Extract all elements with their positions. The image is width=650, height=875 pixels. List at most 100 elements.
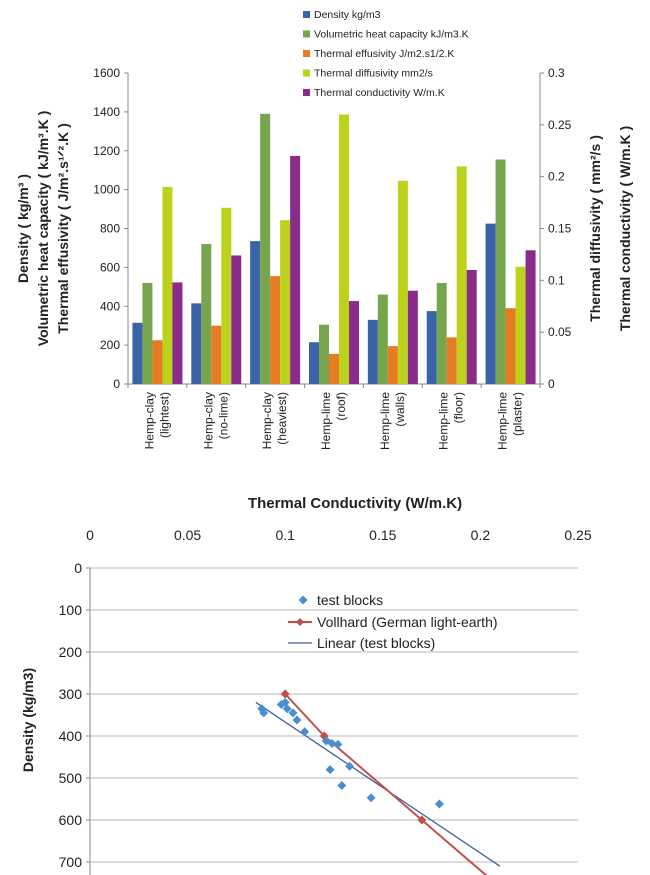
right-y-axis-title: Thermal conductivity ( W/m.K ) [617, 126, 633, 331]
y-tick-label: 300 [59, 686, 83, 702]
legend-swatch [303, 69, 310, 77]
left-y-tick-label: 400 [100, 299, 120, 313]
left-y-tick-label: 0 [113, 377, 120, 391]
right-y-tick-label: 0 [548, 377, 555, 391]
y-tick-label: 700 [59, 854, 83, 870]
left-y-axis-title: Thermal effusivity ( J/m².s¹ᐟ².K ) [55, 123, 71, 334]
vollhard-line [284, 693, 488, 875]
category-label: (lightest) [157, 392, 171, 438]
bar [407, 290, 418, 384]
bar-chart-legend: Density kg/m3 Volumetric heat capacity kJ… [303, 9, 469, 99]
legend-swatch [303, 11, 310, 18]
category-label: Hemp-lime [496, 392, 510, 450]
x-tick-label: 0.1 [275, 527, 295, 543]
vollhard-point [417, 815, 427, 825]
right-y-tick-label: 0.25 [548, 118, 572, 132]
category-label-group: Hemp-lime (roof) [319, 392, 348, 450]
legend-marker-test-blocks [298, 595, 308, 605]
category-label: Hemp-clay [142, 392, 156, 449]
bar [250, 241, 261, 384]
category-label-group: Hemp-lime (plaster) [496, 392, 525, 450]
legend-label: Thermal conductivity W/m.K [314, 87, 445, 99]
category-label-group: Hemp-lime (walls) [378, 392, 407, 450]
x-tick-label: 0.05 [174, 527, 201, 543]
legend-label: Vollhard (German light-earth) [317, 614, 498, 630]
test-block-point [259, 708, 269, 718]
category-label: (plaster) [511, 392, 525, 436]
left-y-axis-title: Density ( kg/m³ ) [15, 174, 31, 283]
category-label-group: Hemp-clay (no-lime) [201, 392, 230, 449]
test-block-point [282, 704, 292, 714]
scatter-chart: Thermal Conductivity (W/m.K) 0 0.05 0.1 0.1… [20, 495, 592, 875]
bar [132, 322, 143, 384]
test-block-point [292, 715, 302, 725]
left-y-tick-label: 1600 [93, 66, 120, 80]
legend-marker-vollhard [296, 618, 304, 626]
legend-swatch [303, 89, 310, 96]
legend-label: Linear (test blocks) [317, 635, 435, 651]
left-y-tick-label: 1400 [93, 105, 120, 119]
left-y-axis-title: Volumetric heat capacity ( kJ/m³.K ) [35, 111, 51, 346]
test-block-point [337, 781, 347, 791]
bar [466, 269, 477, 384]
bar [436, 282, 447, 384]
x-tick-label: 0.15 [369, 527, 396, 543]
bar [377, 294, 388, 384]
category-label: Hemp-lime [437, 392, 451, 450]
right-y-tick-label: 0.2 [548, 170, 565, 184]
bar [485, 223, 496, 384]
bar [231, 255, 242, 384]
test-block-point [333, 739, 343, 749]
bar [426, 311, 437, 384]
scatter-chart-title: Thermal Conductivity (W/m.K) [248, 495, 462, 512]
bar [221, 207, 232, 384]
bar [329, 353, 339, 384]
y-tick-label: 0 [74, 560, 82, 576]
bar [162, 187, 173, 384]
bar-chart-axes: 0 200 400 600 800 1000 1200 1400 1600 0 0.05 0.1 0.1… [93, 66, 571, 391]
legend-label: test blocks [317, 592, 383, 608]
y-tick-label: 400 [59, 728, 83, 744]
category-label: (heaviest) [275, 392, 289, 445]
right-y-tick-label: 0.1 [548, 273, 565, 287]
right-y-tick-label: 0.05 [548, 325, 572, 339]
bar [495, 159, 506, 384]
category-label: Hemp-lime [319, 392, 333, 450]
bar-chart-category-labels: Hemp-clay (lightest) Hemp-clay (no-lime) Hem… [142, 392, 524, 450]
bar-chart: 0 200 400 600 800 1000 1200 1400 1600 0 0.05 0.1 0.1… [15, 9, 633, 450]
bar [201, 244, 212, 384]
category-label: (no-lime) [216, 392, 230, 439]
x-tick-label: 0 [86, 527, 94, 543]
y-tick-label: 100 [59, 602, 83, 618]
scatter-chart-legend: test blocks Vollhard (German light-earth)… [288, 592, 498, 651]
bar [280, 220, 291, 384]
left-y-tick-label: 1000 [93, 183, 120, 197]
category-label: (walls) [393, 392, 407, 427]
category-label: Hemp-clay [260, 392, 274, 449]
vollhard-point [280, 689, 290, 699]
left-y-tick-label: 200 [100, 338, 120, 352]
bar [515, 266, 526, 384]
right-y-tick-label: 0.3 [548, 66, 565, 80]
test-block-point [325, 765, 335, 775]
right-y-tick-label: 0.15 [548, 222, 572, 236]
bar [505, 308, 516, 384]
bar [456, 166, 467, 384]
legend-label: Thermal diffusivity mm2/s [314, 68, 433, 80]
bar [260, 113, 271, 384]
bar-chart-axis-titles: Density ( kg/m³ ) Volumetric heat capacit… [15, 111, 633, 346]
bar [290, 155, 301, 384]
bar [270, 276, 281, 384]
legend-swatch [303, 50, 310, 57]
category-label: (roof) [334, 392, 348, 421]
bar [309, 342, 319, 384]
y-tick-label: 200 [59, 644, 83, 660]
legend-label: Density kg/m3 [314, 9, 381, 21]
test-block-point [288, 708, 298, 718]
legend-label: Thermal effusivity J/m2.s1/2.K [314, 48, 454, 60]
bar [349, 301, 359, 384]
linear-trendline [255, 701, 501, 867]
test-block-point [366, 793, 376, 803]
legend-swatch [303, 30, 310, 38]
x-tick-label: 0.25 [564, 527, 591, 543]
